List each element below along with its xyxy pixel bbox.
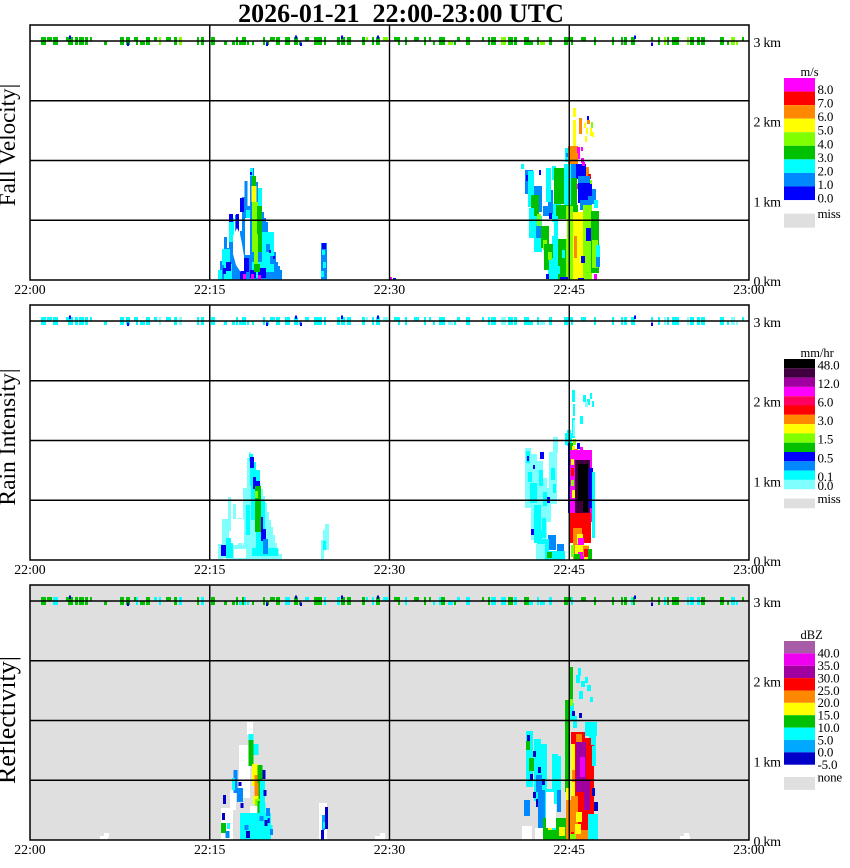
svg-text:miss: miss	[818, 206, 841, 221]
svg-text:40.0: 40.0	[818, 646, 840, 661]
svg-text:5.0: 5.0	[818, 732, 834, 747]
svg-text:2 km: 2 km	[754, 676, 782, 691]
svg-text:30.0: 30.0	[818, 670, 840, 685]
svg-text:Reflectivity|: Reflectivity|	[0, 656, 21, 784]
svg-text:5.0: 5.0	[818, 123, 834, 138]
svg-text:0.0: 0.0	[818, 745, 834, 760]
svg-text:3.0: 3.0	[818, 150, 834, 165]
svg-text:1.0: 1.0	[818, 177, 834, 192]
svg-text:12.0: 12.0	[818, 376, 840, 391]
svg-text:23:00: 23:00	[733, 282, 765, 297]
svg-text:6.0: 6.0	[818, 109, 834, 124]
svg-text:-5.0: -5.0	[818, 757, 838, 772]
svg-text:0 km: 0 km	[754, 835, 782, 850]
svg-text:22:45: 22:45	[554, 842, 586, 857]
svg-text:2026-01-21 22:00-23:00 UTC: 2026-01-21 22:00-23:00 UTC	[238, 0, 564, 28]
svg-text:22:30: 22:30	[374, 282, 406, 297]
svg-text:48.0: 48.0	[818, 357, 840, 372]
svg-text:1.5: 1.5	[818, 432, 834, 447]
svg-text:m/s: m/s	[801, 65, 819, 79]
svg-text:0.1: 0.1	[818, 469, 834, 484]
svg-text:2 km: 2 km	[754, 116, 782, 131]
svg-text:1 km: 1 km	[754, 195, 782, 210]
svg-text:Fall Velocity|: Fall Velocity|	[0, 84, 20, 206]
svg-text:3.0: 3.0	[818, 413, 834, 428]
svg-text:10.0: 10.0	[818, 720, 840, 735]
svg-text:7.0: 7.0	[818, 96, 834, 111]
svg-text:0.5: 0.5	[818, 450, 834, 465]
svg-text:8.0: 8.0	[818, 82, 834, 97]
svg-text:22:00: 22:00	[14, 282, 46, 297]
svg-text:0.0: 0.0	[818, 478, 834, 493]
svg-text:20.0: 20.0	[818, 695, 840, 710]
svg-text:25.0: 25.0	[818, 683, 840, 698]
svg-text:dBZ: dBZ	[801, 628, 823, 642]
svg-text:35.0: 35.0	[818, 658, 840, 673]
svg-text:2 km: 2 km	[754, 396, 782, 411]
svg-text:1 km: 1 km	[754, 755, 782, 770]
svg-text:23:00: 23:00	[733, 842, 765, 857]
svg-text:22:00: 22:00	[14, 562, 46, 577]
svg-text:3 km: 3 km	[754, 596, 782, 611]
svg-text:miss: miss	[818, 491, 841, 506]
svg-text:4.0: 4.0	[818, 136, 834, 151]
svg-text:23:00: 23:00	[733, 562, 765, 577]
svg-text:0.0: 0.0	[818, 191, 834, 206]
svg-text:22:15: 22:15	[194, 842, 226, 857]
svg-text:2.0: 2.0	[818, 163, 834, 178]
svg-text:0 km: 0 km	[754, 555, 782, 570]
svg-text:22:30: 22:30	[374, 842, 406, 857]
svg-text:22:45: 22:45	[554, 562, 586, 577]
svg-text:22:00: 22:00	[14, 842, 46, 857]
svg-text:15.0: 15.0	[818, 708, 840, 723]
svg-text:1 km: 1 km	[754, 475, 782, 490]
svg-text:Rain Intensity|: Rain Intensity|	[0, 368, 21, 505]
svg-text:6.0: 6.0	[818, 395, 834, 410]
svg-text:3 km: 3 km	[754, 316, 782, 331]
svg-text:22:15: 22:15	[194, 282, 226, 297]
svg-text:none: none	[818, 770, 843, 785]
svg-text:22:30: 22:30	[374, 562, 406, 577]
svg-text:22:45: 22:45	[554, 282, 586, 297]
svg-text:22:15: 22:15	[194, 562, 226, 577]
svg-text:mm/hr: mm/hr	[801, 346, 835, 360]
svg-text:0 km: 0 km	[754, 275, 782, 290]
svg-text:3 km: 3 km	[754, 36, 782, 51]
